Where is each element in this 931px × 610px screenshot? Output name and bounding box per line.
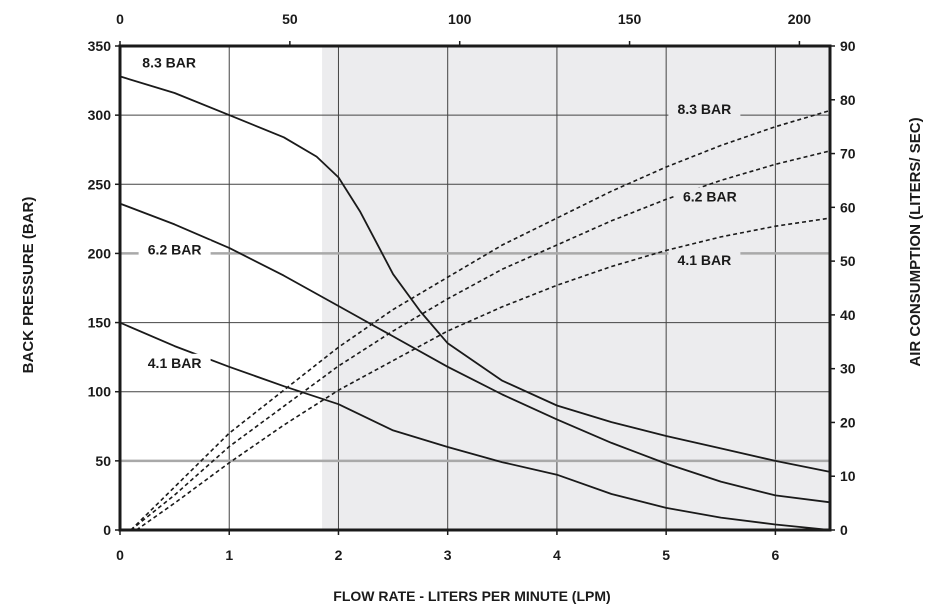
air-series-label: 6.2 BAR <box>683 188 737 204</box>
y2-tick-label: 20 <box>840 414 856 430</box>
air-line-0 <box>130 109 831 531</box>
y-tick-label: 250 <box>88 176 112 192</box>
y-tick-label: 350 <box>88 38 112 54</box>
x-tick-label: 5 <box>662 547 670 563</box>
pressure-line-0 <box>119 75 831 473</box>
air-series-label: 8.3 BAR <box>678 101 732 117</box>
y-axis-title: BACK PRESSURE (BAR) <box>20 197 37 374</box>
air-line-1 <box>130 150 831 531</box>
series-label-bg <box>138 240 211 259</box>
y-tick-label: 50 <box>95 453 111 469</box>
x-tick-label: 4 <box>553 547 561 563</box>
y2-tick-label: 30 <box>840 361 856 377</box>
y2-tick-label: 90 <box>840 38 856 54</box>
y2-tick-label: 0 <box>840 522 848 538</box>
pressure-series-label: 4.1 BAR <box>148 355 202 371</box>
x-tick-label: 1 <box>225 547 233 563</box>
y2-axis-title: AIR CONSUMPTION (LITERS/ SEC) <box>907 117 924 366</box>
x-tick-label: 6 <box>771 547 779 563</box>
series-label-bg <box>138 353 211 372</box>
y-tick-label: 150 <box>88 315 112 331</box>
y2-tick-label: 40 <box>840 307 856 323</box>
air-series-label: 4.1 BAR <box>678 252 732 268</box>
x-axis-title: FLOW RATE - LITERS PER MINUTE (LPM) <box>333 588 610 604</box>
ticks: 0 1 2 3 4 5 60 50 100 150 200050100150200250300350… <box>88 11 856 563</box>
y2-tick-label: 80 <box>840 92 856 108</box>
x2-tick-label: 0 <box>116 11 124 27</box>
y2-tick-label: 70 <box>840 146 856 162</box>
air-line-2 <box>135 217 831 531</box>
series-lines <box>119 75 831 531</box>
plot-frame <box>118 44 832 532</box>
series-label-bg <box>668 250 741 269</box>
y-tick-label: 0 <box>103 522 111 538</box>
series-label-bg <box>673 187 746 206</box>
series-labels: 8.3 BAR 6.2 BAR 4.1 BAR 8.3 BAR 6.2 BAR 4.1 B… <box>133 53 746 372</box>
x-tick-label: 2 <box>335 547 343 563</box>
pressure-line-1 <box>119 202 831 504</box>
pressure-series-label: 8.3 BAR <box>142 55 196 71</box>
shaded-region <box>322 46 830 530</box>
pressure-series-label: 6.2 BAR <box>148 241 202 257</box>
series-label-bg <box>133 53 206 72</box>
x-tick-label: 0 <box>116 547 124 563</box>
y-tick-label: 100 <box>88 384 112 400</box>
x-tick-label: 3 <box>444 547 452 563</box>
pressure-line-2 <box>119 321 831 531</box>
series-label-bg <box>668 100 741 119</box>
x2-tick-label: 200 <box>788 11 812 27</box>
y2-tick-label: 50 <box>840 253 856 269</box>
x2-tick-label: 100 <box>448 11 472 27</box>
y-tick-label: 200 <box>88 245 112 261</box>
y2-tick-label: 60 <box>840 199 856 215</box>
x2-tick-label: 150 <box>618 11 642 27</box>
x2-tick-label: 50 <box>282 11 298 27</box>
y2-tick-label: 10 <box>840 468 856 484</box>
y-tick-label: 300 <box>88 107 112 123</box>
